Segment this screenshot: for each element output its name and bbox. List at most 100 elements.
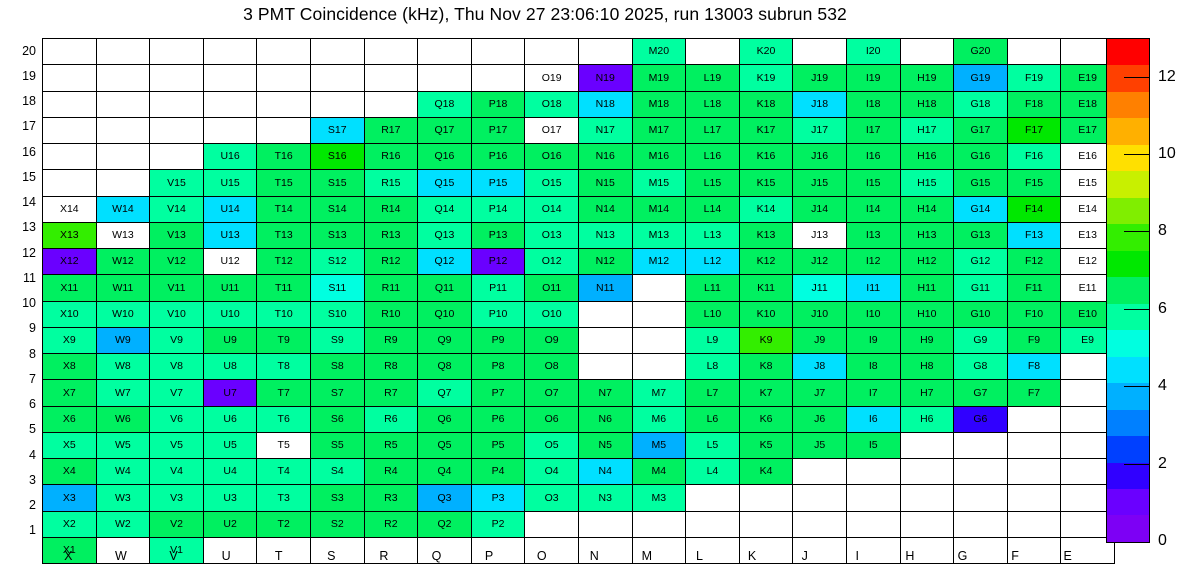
heatmap-cell[interactable]: J17: [792, 116, 847, 145]
heatmap-cell[interactable]: W9: [95, 326, 151, 355]
heatmap-cell[interactable]: Q13: [417, 221, 472, 250]
heatmap-cell[interactable]: S4: [309, 457, 365, 486]
heatmap-cell[interactable]: Q9: [417, 326, 472, 355]
heatmap-cell[interactable]: J16: [792, 142, 847, 171]
heatmap-cell[interactable]: M19: [631, 64, 687, 92]
heatmap-cell[interactable]: P18: [470, 90, 526, 118]
heatmap-cell[interactable]: O4: [524, 457, 579, 486]
heatmap-cell[interactable]: I8: [845, 352, 901, 381]
heatmap-cell[interactable]: V7: [149, 379, 204, 407]
heatmap-cell[interactable]: G12: [953, 247, 1008, 276]
heatmap-cell[interactable]: V10: [149, 300, 204, 328]
heatmap-cell[interactable]: Q2: [417, 510, 472, 538]
heatmap-cell[interactable]: H7: [899, 379, 955, 407]
heatmap-cell[interactable]: M18: [631, 90, 687, 118]
heatmap-cell[interactable]: N7: [577, 379, 633, 407]
heatmap-cell[interactable]: M3: [631, 484, 687, 512]
heatmap-cell[interactable]: X3: [42, 484, 97, 512]
heatmap-cell[interactable]: P8: [470, 352, 526, 381]
heatmap-cell[interactable]: W14: [95, 195, 151, 223]
heatmap-cell[interactable]: J13: [792, 221, 847, 250]
heatmap-cell[interactable]: T12: [256, 247, 311, 276]
heatmap-cell[interactable]: F15: [1006, 169, 1062, 197]
heatmap-cell[interactable]: O5: [524, 431, 579, 460]
heatmap-cell[interactable]: K13: [738, 221, 794, 250]
heatmap-cell[interactable]: N16: [577, 142, 633, 171]
heatmap-cell[interactable]: M17: [631, 116, 687, 145]
heatmap-cell[interactable]: R11: [363, 274, 419, 302]
heatmap-cell[interactable]: G19: [953, 64, 1008, 92]
heatmap-cell[interactable]: Q14: [417, 195, 472, 223]
heatmap-cell[interactable]: F7: [1006, 379, 1062, 407]
heatmap-cell[interactable]: J18: [792, 90, 847, 118]
heatmap-cell[interactable]: R7: [363, 379, 419, 407]
heatmap-cell[interactable]: O14: [524, 195, 579, 223]
heatmap-cell[interactable]: X10: [42, 300, 97, 328]
heatmap-cell[interactable]: R8: [363, 352, 419, 381]
heatmap-cell[interactable]: E16: [1060, 142, 1115, 171]
heatmap-cell[interactable]: L6: [685, 405, 740, 433]
heatmap-cell[interactable]: I16: [845, 142, 901, 171]
heatmap-cell[interactable]: P9: [470, 326, 526, 355]
heatmap-cell[interactable]: Q17: [417, 116, 472, 145]
heatmap-cell[interactable]: H13: [899, 221, 955, 250]
heatmap-cell[interactable]: U11: [202, 274, 258, 302]
heatmap-cell[interactable]: H10: [899, 300, 955, 328]
heatmap-cell[interactable]: W3: [95, 484, 151, 512]
heatmap-cell[interactable]: P5: [470, 431, 526, 460]
heatmap-cell[interactable]: O11: [524, 274, 579, 302]
heatmap-cell[interactable]: U2: [202, 510, 258, 538]
heatmap-cell[interactable]: G18: [953, 90, 1008, 118]
heatmap-cell[interactable]: N13: [577, 221, 633, 250]
heatmap-cell[interactable]: H6: [899, 405, 955, 433]
heatmap-cell[interactable]: V5: [149, 431, 204, 460]
heatmap-cell[interactable]: N3: [577, 484, 633, 512]
heatmap-cell[interactable]: J5: [792, 431, 847, 460]
heatmap-cell[interactable]: N17: [577, 116, 633, 145]
heatmap-cell[interactable]: X2: [42, 510, 97, 538]
heatmap-cell[interactable]: J11: [792, 274, 847, 302]
heatmap-cell[interactable]: S15: [309, 169, 365, 197]
heatmap-cell[interactable]: L19: [685, 64, 740, 92]
heatmap-cell[interactable]: K10: [738, 300, 794, 328]
heatmap-cell[interactable]: X4: [42, 457, 97, 486]
heatmap-cell[interactable]: I5: [845, 431, 901, 460]
heatmap-cell[interactable]: H8: [899, 352, 955, 381]
heatmap-cell[interactable]: I18: [845, 90, 901, 118]
heatmap-cell[interactable]: K12: [738, 247, 794, 276]
heatmap-cell[interactable]: S10: [309, 300, 365, 328]
heatmap-cell[interactable]: U4: [202, 457, 258, 486]
heatmap-cell[interactable]: G17: [953, 116, 1008, 145]
heatmap-cell[interactable]: F10: [1006, 300, 1062, 328]
heatmap-cell[interactable]: N5: [577, 431, 633, 460]
heatmap-cell[interactable]: S7: [309, 379, 365, 407]
heatmap-cell[interactable]: K6: [738, 405, 794, 433]
heatmap-cell[interactable]: P14: [470, 195, 526, 223]
heatmap-cell[interactable]: N14: [577, 195, 633, 223]
heatmap-cell[interactable]: L16: [685, 142, 740, 171]
heatmap-cell[interactable]: L7: [685, 379, 740, 407]
heatmap-cell[interactable]: W2: [95, 510, 151, 538]
heatmap-cell[interactable]: I20: [845, 37, 901, 66]
heatmap-cell[interactable]: V9: [149, 326, 204, 355]
heatmap-cell[interactable]: X9: [42, 326, 97, 355]
heatmap-cell[interactable]: E15: [1060, 169, 1115, 197]
heatmap-cell[interactable]: H19: [899, 64, 955, 92]
heatmap-cell[interactable]: Q15: [417, 169, 472, 197]
heatmap-cell[interactable]: T7: [256, 379, 311, 407]
heatmap-cell[interactable]: F14: [1006, 195, 1062, 223]
heatmap-cell[interactable]: I6: [845, 405, 901, 433]
heatmap-cell[interactable]: X7: [42, 379, 97, 407]
heatmap-cell[interactable]: W8: [95, 352, 151, 381]
heatmap-cell[interactable]: M16: [631, 142, 687, 171]
heatmap-cell[interactable]: V8: [149, 352, 204, 381]
heatmap-cell[interactable]: T15: [256, 169, 311, 197]
heatmap-cell[interactable]: X5: [42, 431, 97, 460]
heatmap-cell[interactable]: U16: [202, 142, 258, 171]
heatmap-cell[interactable]: M7: [631, 379, 687, 407]
heatmap-cell[interactable]: O10: [524, 300, 579, 328]
heatmap-cell[interactable]: Q8: [417, 352, 472, 381]
heatmap-cell[interactable]: O12: [524, 247, 579, 276]
heatmap-cell[interactable]: S9: [309, 326, 365, 355]
heatmap-cell[interactable]: S8: [309, 352, 365, 381]
